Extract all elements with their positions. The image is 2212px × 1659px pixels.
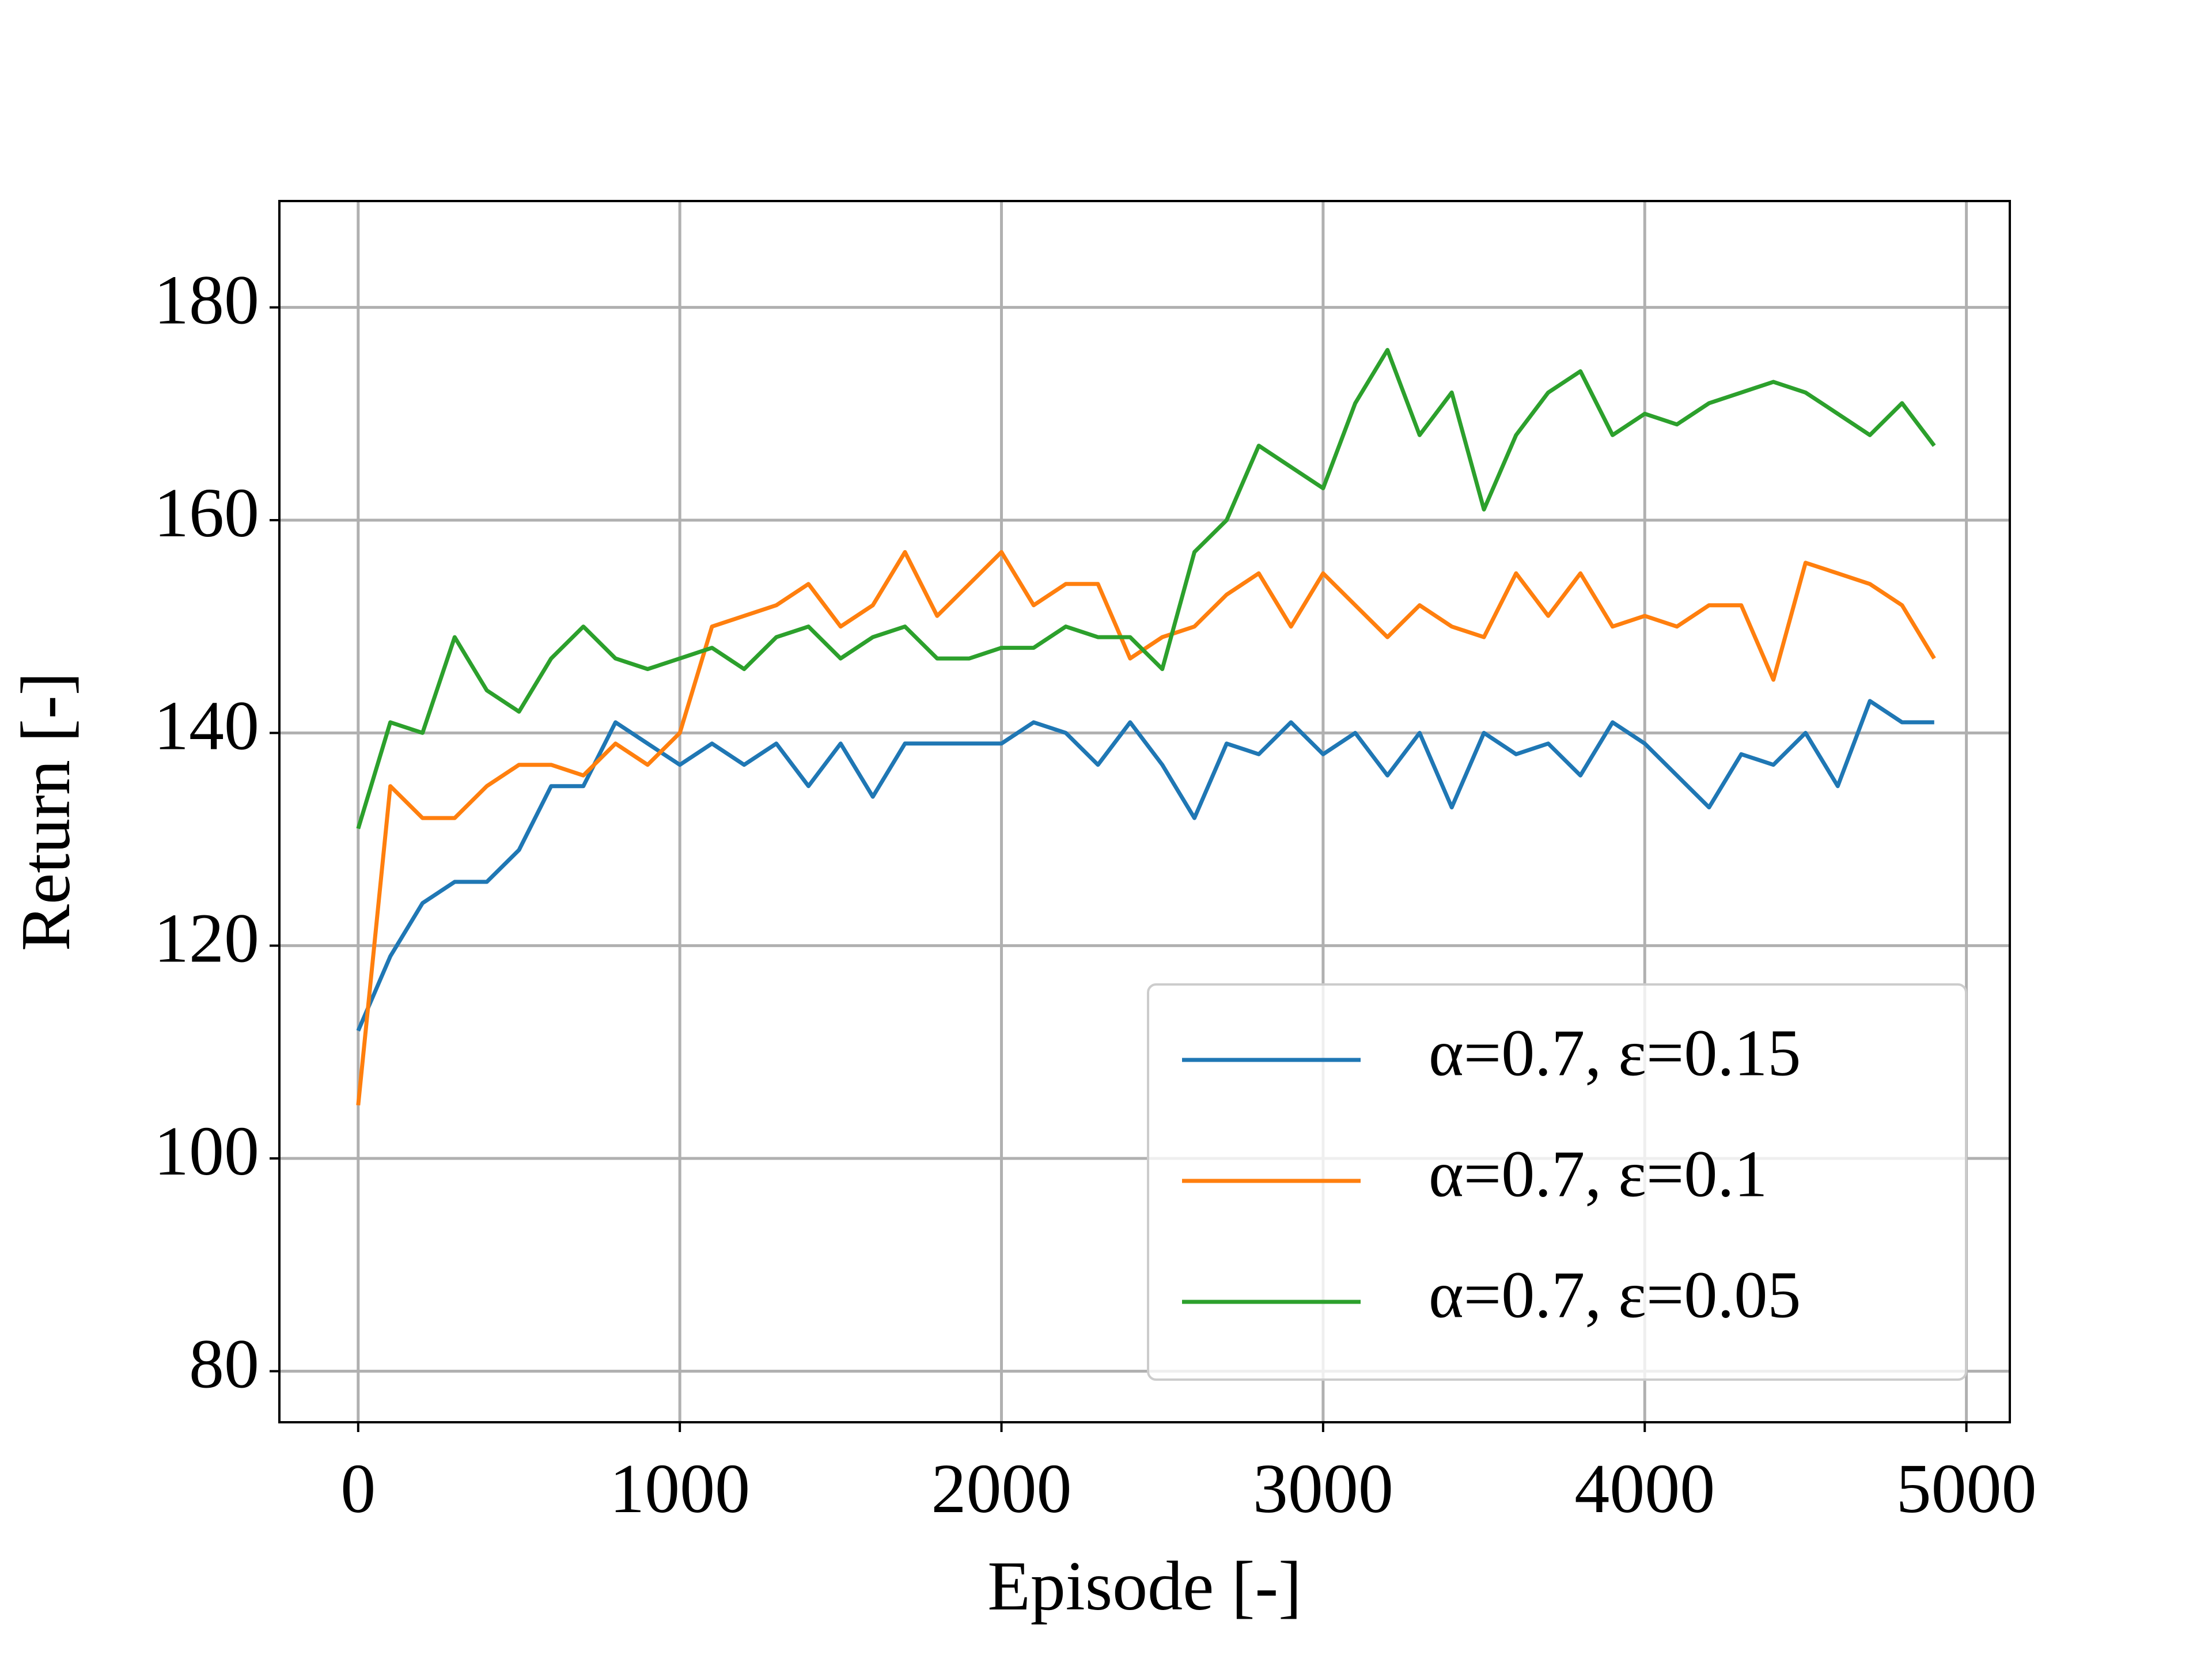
x-tick-label: 5000 xyxy=(1896,1450,2037,1528)
y-axis-label: Return [-] xyxy=(7,672,85,951)
legend-label: α=0.7, ε=0.05 xyxy=(1429,1259,1801,1332)
x-axis-label: Episode [-] xyxy=(987,1547,1301,1625)
x-tick-label: 0 xyxy=(340,1450,376,1528)
data-line xyxy=(356,699,1934,1032)
legend-label: α=0.7, ε=0.1 xyxy=(1429,1138,1767,1211)
legend-label: α=0.7, ε=0.15 xyxy=(1429,1017,1801,1090)
y-tick-label: 80 xyxy=(189,1325,259,1403)
data-line xyxy=(356,348,1936,830)
data-line xyxy=(356,550,1936,1106)
legend-box xyxy=(1147,983,1967,1381)
y-tick-label: 160 xyxy=(154,474,259,552)
y-tick-label: 140 xyxy=(154,687,259,764)
x-tick-label: 2000 xyxy=(931,1450,1072,1528)
x-tick-label: 3000 xyxy=(1253,1450,1393,1528)
x-tick-label: 1000 xyxy=(609,1450,750,1528)
y-tick-label: 180 xyxy=(154,262,259,339)
y-tick-label: 100 xyxy=(154,1112,259,1190)
axes-frame xyxy=(278,200,2011,1423)
x-tick-label: 4000 xyxy=(1574,1450,1715,1528)
y-tick-label: 120 xyxy=(154,900,259,978)
